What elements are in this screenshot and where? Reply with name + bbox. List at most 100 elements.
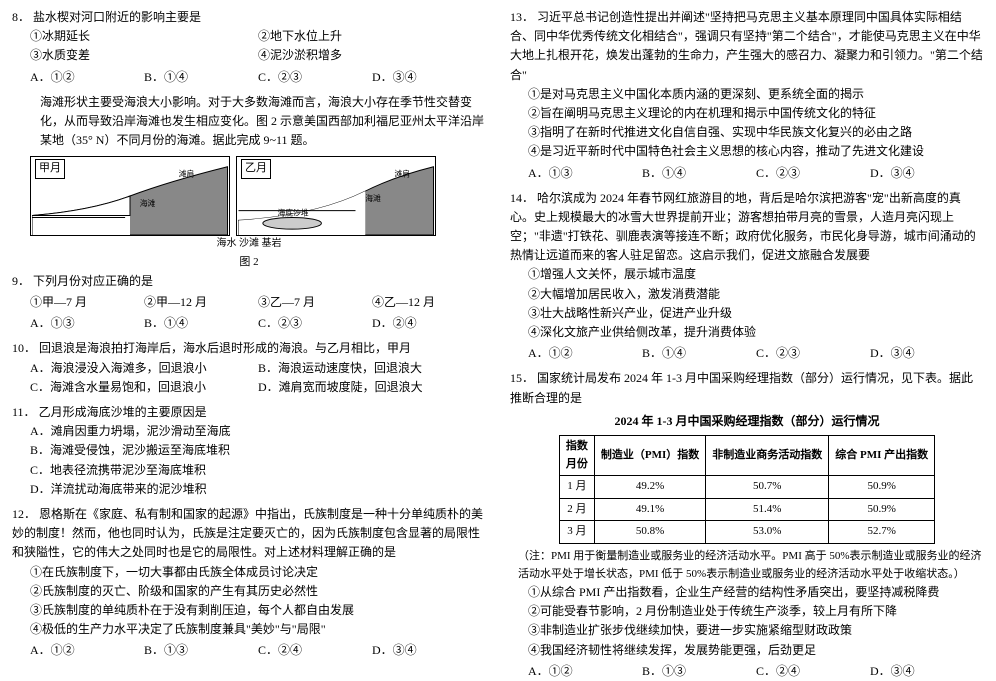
- r2c3: 50.9%: [829, 498, 935, 521]
- q13-o1: ①是对马克思主义中国化本质内涵的更深刻、更系统全面的揭示: [528, 85, 984, 104]
- q10-oD: D．滩肩宽而坡度陡，回退浪大: [258, 378, 486, 397]
- r2c0: 2 月: [559, 498, 594, 521]
- figure-left: 甲月 滩肩 海滩: [30, 156, 230, 236]
- question-14: 14． 哈尔滨成为 2024 年春节网红旅游目的地，背后是哈尔滨把游客"宠"出新…: [510, 189, 984, 364]
- svg-text:海底沙堆: 海底沙堆: [278, 208, 309, 218]
- q8-cA: A．①②: [30, 68, 144, 87]
- q13-cA: A．①③: [528, 164, 642, 183]
- question-15: 15． 国家统计局发布 2024 年 1-3 月中国采购经理指数（部分）运行情况…: [510, 369, 984, 681]
- q12-stem: 恩格斯在《家庭、私有制和国家的起源》中指出，氏族制度是一种十分单纯质朴的美妙的制…: [12, 507, 483, 559]
- q9-cC: C．②③: [258, 314, 372, 333]
- q13-cD: D．③④: [870, 164, 984, 183]
- q14-stem: 哈尔滨成为 2024 年春节网红旅游目的地，背后是哈尔滨把游客"宠"出新高度的真…: [510, 191, 976, 263]
- q14-cD: D．③④: [870, 344, 984, 363]
- th0: 指数 月份: [559, 435, 594, 475]
- q8-cB: B．①④: [144, 68, 258, 87]
- svg-text:海滩: 海滩: [365, 193, 381, 203]
- question-9: 9． 下列月份对应正确的是 ①甲—7 月 ②甲—12 月 ③乙—7 月 ④乙—1…: [12, 272, 486, 334]
- q10-oA: A．海浪浸没入海滩多，回退浪小: [30, 359, 258, 378]
- svg-text:滩肩: 滩肩: [179, 169, 195, 179]
- left-column: 8． 盐水楔对河口附近的影响主要是 ①冰期延长 ②地下水位上升 ③水质变差 ④泥…: [0, 0, 498, 651]
- q12-o1: ①在氏族制度下，一切大事都由氏族全体成员讨论决定: [30, 563, 486, 582]
- q14-o3: ③壮大战略性新兴产业，促进产业升级: [528, 304, 984, 323]
- q12-o3: ③氏族制度的单纯质朴在于没有剩削压迫，每个人都自由发展: [30, 601, 486, 620]
- q11-oD: D．洋流扰动海底带来的泥沙堆积: [30, 480, 486, 499]
- q14-cA: A．①②: [528, 344, 642, 363]
- q13-cC: C．②③: [756, 164, 870, 183]
- q14-o1: ①增强人文关怀，展示城市温度: [528, 265, 984, 284]
- r3c2: 53.0%: [706, 521, 829, 544]
- q9-stem: 下列月份对应正确的是: [33, 274, 153, 288]
- q8-num: 8．: [12, 10, 30, 24]
- th3: 综合 PMI 产出指数: [829, 435, 935, 475]
- q13-o4: ④是习近平新时代中国特色社会主义思想的核心内容，推动了先进文化建设: [528, 142, 984, 161]
- r2c1: 49.1%: [594, 498, 705, 521]
- q15-cA: A．①②: [528, 662, 642, 681]
- q13-num: 13．: [510, 10, 534, 24]
- r3c0: 3 月: [559, 521, 594, 544]
- fig-left-label: 甲月: [35, 159, 65, 179]
- r3c3: 52.7%: [829, 521, 935, 544]
- q15-o4: ④我国经济韧性将继续发挥，发展势能更强，后劲更足: [528, 641, 984, 660]
- q9-cD: D．②④: [372, 314, 486, 333]
- q15-table: 指数 月份 制造业（PMI）指数 非制造业商务活动指数 综合 PMI 产出指数 …: [559, 435, 935, 544]
- q13-o3: ③指明了在新时代推进文化自信自强、实现中华民族文化复兴的必由之路: [528, 123, 984, 142]
- question-12: 12． 恩格斯在《家庭、私有制和国家的起源》中指出，氏族制度是一种十分单纯质朴的…: [12, 505, 486, 661]
- fig-right-label: 乙月: [241, 159, 271, 179]
- r1c0: 1 月: [559, 476, 594, 499]
- q9-o1: ①甲—7 月: [30, 293, 144, 312]
- q15-stem: 国家统计局发布 2024 年 1-3 月中国采购经理指数（部分）运行情况，见下表…: [510, 371, 973, 404]
- question-8: 8． 盐水楔对河口附近的影响主要是 ①冰期延长 ②地下水位上升 ③水质变差 ④泥…: [12, 8, 486, 87]
- figure-right: 乙月 滩肩 海滩 海底沙堆: [236, 156, 436, 236]
- q14-cC: C．②③: [756, 344, 870, 363]
- q9-o2: ②甲—12 月: [144, 293, 258, 312]
- q10-stem: 回退浪是海浪拍打海岸后，海水后退时形成的海浪。与乙月相比，甲月: [39, 341, 411, 355]
- q8-o3: ③水质变差: [30, 46, 258, 65]
- q9-num: 9．: [12, 274, 30, 288]
- q15-note: （注：PMI 用于衡量制造业或服务业的经济活动水平。PMI 高于 50%表示制造…: [518, 548, 984, 583]
- question-10: 10． 回退浪是海浪拍打海岸后，海水后退时形成的海浪。与乙月相比，甲月 A．海浪…: [12, 339, 486, 397]
- q10-oC: C．海滩含水量易饱和，回退浪小: [30, 378, 258, 397]
- q14-cB: B．①④: [642, 344, 756, 363]
- q10-num: 10．: [12, 341, 36, 355]
- svg-text:滩肩: 滩肩: [395, 169, 411, 179]
- q11-num: 11．: [12, 405, 36, 419]
- q8-o4: ④泥沙淤积增多: [258, 46, 486, 65]
- q15-table-title: 2024 年 1-3 月中国采购经理指数（部分）运行情况: [510, 412, 984, 431]
- q13-cB: B．①④: [642, 164, 756, 183]
- q14-o4: ④深化文旅产业供给侧改革，提升消费体验: [528, 323, 984, 342]
- figure-caption: 图 2: [12, 254, 486, 272]
- q8-stem: 盐水楔对河口附近的影响主要是: [33, 10, 201, 24]
- question-13: 13． 习近平总书记创造性提出并阐述"坚持把马克思主义基本原理同中国具体实际相结…: [510, 8, 984, 183]
- q13-o2: ②旨在阐明马克思主义理论的内在机理和揭示中国传统文化的特征: [528, 104, 984, 123]
- question-11: 11． 乙月形成海底沙堆的主要原因是 A．滩肩因重力坍塌，泥沙滑动至海底 B．海…: [12, 403, 486, 499]
- r2c2: 51.4%: [706, 498, 829, 521]
- r1c2: 50.7%: [706, 476, 829, 499]
- q8-cD: D．③④: [372, 68, 486, 87]
- q11-oC: C．地表径流携带泥沙至海底堆积: [30, 461, 486, 480]
- q12-o2: ②氏族制度的灭亡、阶级和国家的产生有其历史必然性: [30, 582, 486, 601]
- q15-num: 15．: [510, 371, 534, 385]
- q8-cC: C．②③: [258, 68, 372, 87]
- q9-o4: ④乙—12 月: [372, 293, 486, 312]
- th2: 非制造业商务活动指数: [706, 435, 829, 475]
- q11-stem: 乙月形成海底沙堆的主要原因是: [39, 405, 207, 419]
- figure-legend: 海水 沙滩 基岩: [12, 236, 486, 252]
- q9-o3: ③乙—7 月: [258, 293, 372, 312]
- right-column: 13． 习近平总书记创造性提出并阐述"坚持把马克思主义基本原理同中国具体实际相结…: [498, 0, 996, 651]
- r1c3: 50.9%: [829, 476, 935, 499]
- q15-cD: D．③④: [870, 662, 984, 681]
- q11-oB: B．海滩受侵蚀，泥沙搬运至海底堆积: [30, 441, 486, 460]
- q9-cA: A．①③: [30, 314, 144, 333]
- q14-o2: ②大幅增加居民收入，激发消费潜能: [528, 285, 984, 304]
- q8-o1: ①冰期延长: [30, 27, 258, 46]
- q8-o2: ②地下水位上升: [258, 27, 486, 46]
- th1: 制造业（PMI）指数: [594, 435, 705, 475]
- r1c1: 49.2%: [594, 476, 705, 499]
- q15-cC: C．②④: [756, 662, 870, 681]
- r3c1: 50.8%: [594, 521, 705, 544]
- q11-oA: A．滩肩因重力坍塌，泥沙滑动至海底: [30, 422, 486, 441]
- q12-num: 12．: [12, 507, 36, 521]
- q14-num: 14．: [510, 191, 534, 205]
- q13-stem: 习近平总书记创造性提出并阐述"坚持把马克思主义基本原理同中国具体实际相结合、同中…: [510, 10, 983, 82]
